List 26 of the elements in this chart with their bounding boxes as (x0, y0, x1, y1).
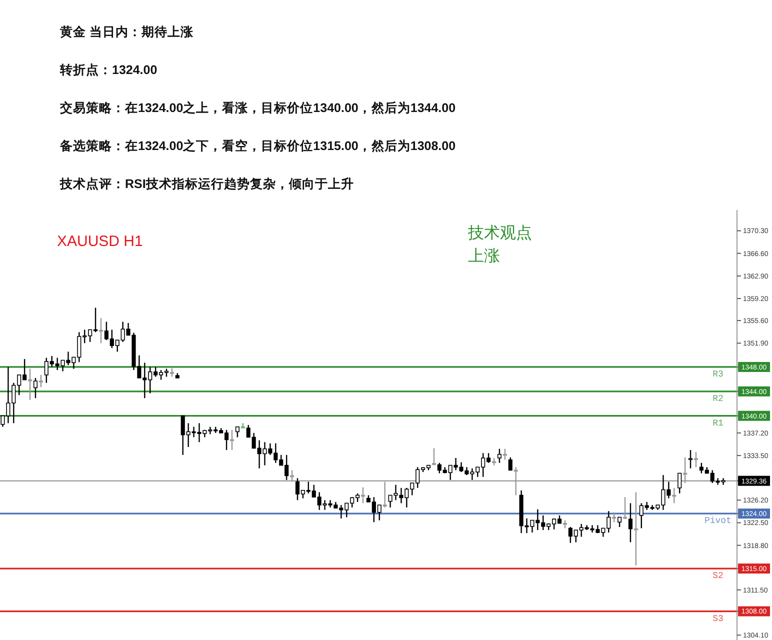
ref-line-label: Pivot (704, 516, 732, 526)
chart-title: 黄金 当日内：期待上涨 (59, 25, 194, 39)
text: 备选策略：在1324.00之下，看空，目标价位1315.00，然后为1308.00 (59, 138, 456, 153)
ref-line-label: S3 (712, 614, 724, 624)
candlestick (432, 448, 436, 466)
annotation: 技术观点 (467, 223, 532, 242)
candlestick (618, 516, 622, 528)
candlestick (678, 472, 682, 494)
candlestick (497, 448, 502, 464)
text: 技术点评：RSI技术指标运行趋势复杂，倾向于上升 (59, 176, 354, 191)
ref-line-label: R2 (712, 394, 724, 404)
text: 转折点：1324.00 (59, 62, 158, 77)
candlestick (508, 456, 512, 471)
candlestick (235, 426, 240, 438)
ref-line-label: R1 (712, 418, 724, 428)
candlestick (33, 377, 38, 399)
text: 交易策略：在1324.00之上，看涨，目标价位1340.00，然后为1344.00 (59, 100, 456, 115)
ref-line-label: S2 (712, 571, 724, 582)
candlestick (688, 449, 693, 469)
candlestick (382, 481, 387, 508)
ref-line-label: R3 (712, 369, 724, 380)
candlestick (38, 374, 43, 388)
candlestick (694, 451, 698, 468)
candlestick (628, 502, 633, 543)
annotation: 上涨 (468, 246, 500, 265)
text: XAUUSD H1 (57, 233, 143, 250)
